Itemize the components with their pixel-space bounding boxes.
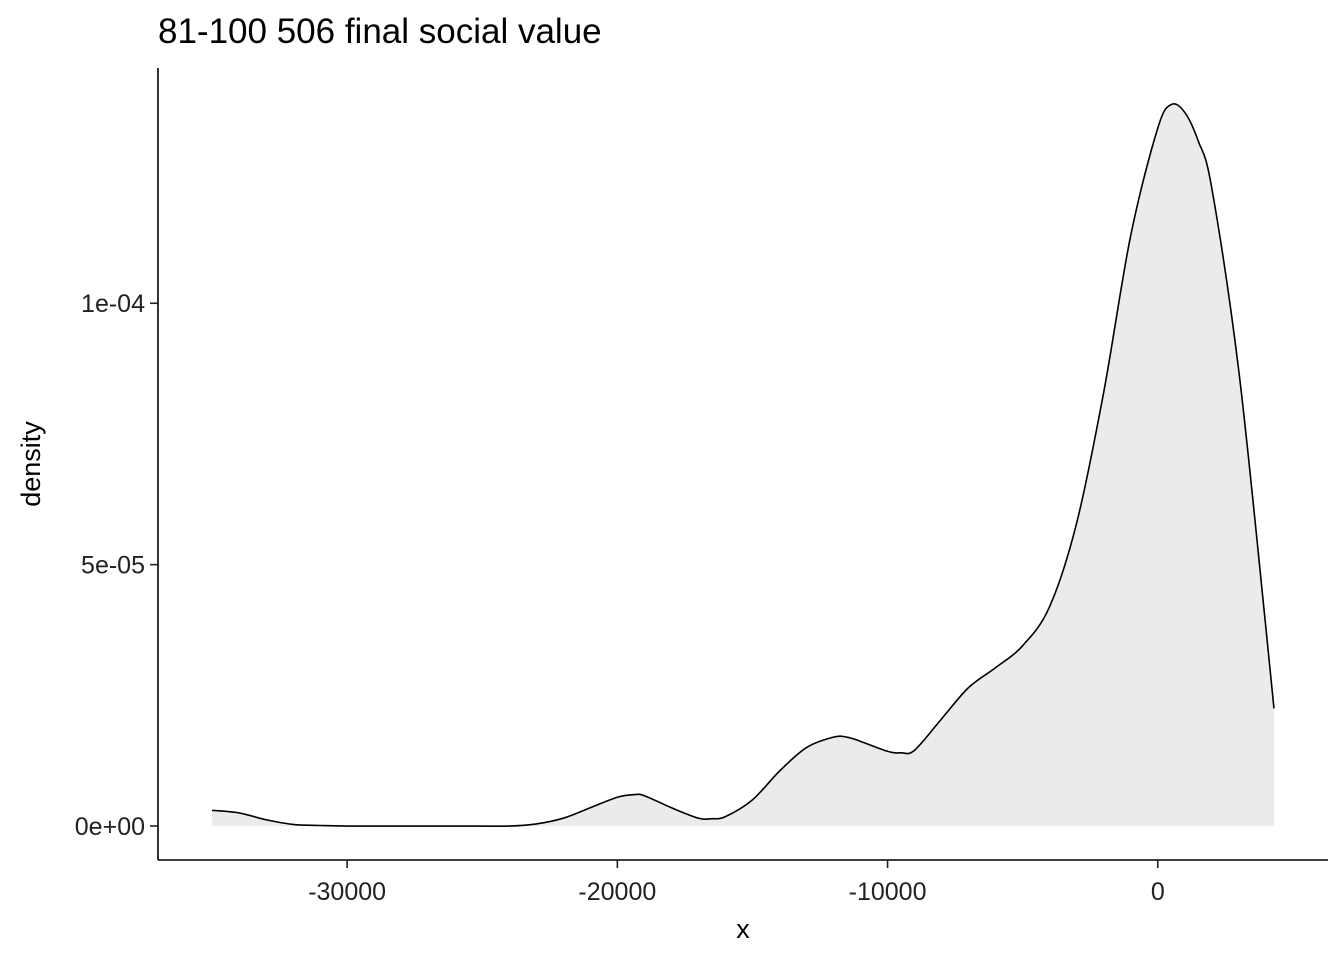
x-axis: -30000 -20000 -10000 0 <box>308 860 1165 906</box>
x-tick-label: -30000 <box>308 878 386 906</box>
y-axis: 0e+00 5e-05 1e-04 <box>75 290 158 841</box>
x-axis-title: x <box>736 914 750 944</box>
x-tick-label: 0 <box>1151 878 1165 906</box>
y-tick-label: 1e-04 <box>81 290 145 318</box>
y-tick-label: 5e-05 <box>81 552 145 580</box>
chart-title: 81-100 506 final social value <box>158 12 602 51</box>
x-tick-label: -20000 <box>578 878 656 906</box>
y-axis-title: density <box>16 421 46 507</box>
density-curve <box>211 103 1275 827</box>
density-area <box>212 103 1274 827</box>
plot-area <box>211 103 1275 827</box>
x-tick-label: -10000 <box>849 878 927 906</box>
y-tick-label: 0e+00 <box>75 813 145 841</box>
